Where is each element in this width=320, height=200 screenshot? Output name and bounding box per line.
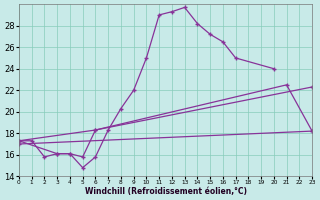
X-axis label: Windchill (Refroidissement éolien,°C): Windchill (Refroidissement éolien,°C) xyxy=(84,187,246,196)
